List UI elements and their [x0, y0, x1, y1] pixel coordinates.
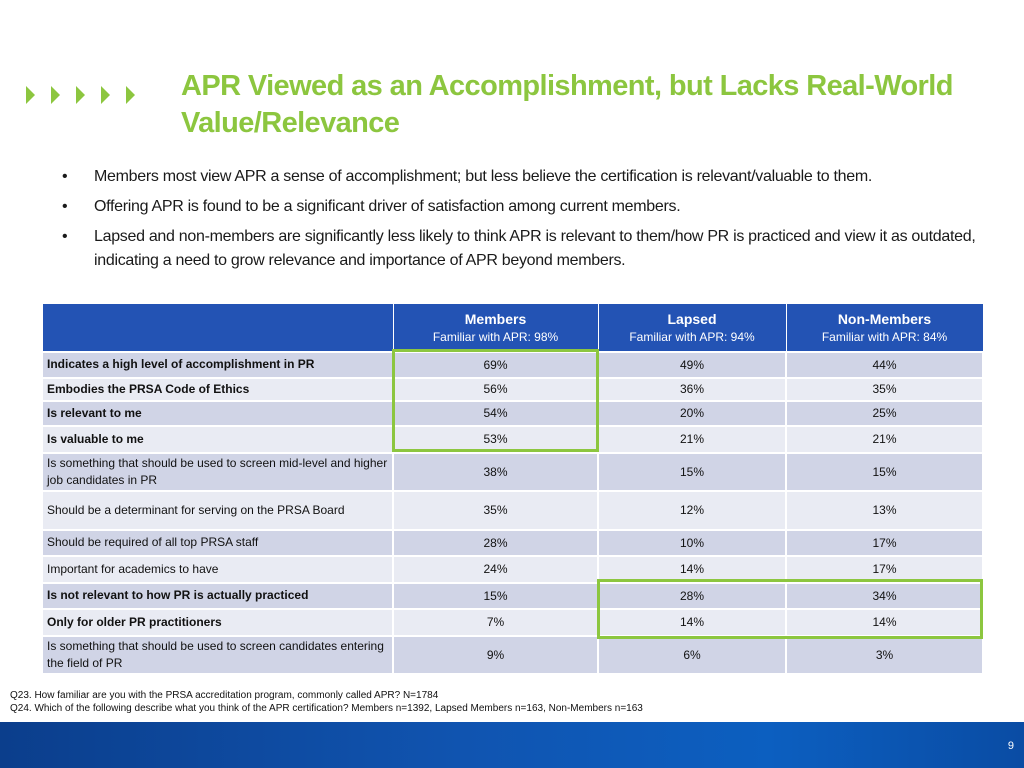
bullet-list: • Members most view APR a sense of accomp…	[62, 165, 982, 279]
row-label: Should be a determinant for serving on t…	[41, 489, 394, 531]
chevron-right-icon	[126, 86, 135, 104]
row-label: Is valuable to me	[41, 424, 394, 454]
header-sub: Familiar with APR: 94%	[629, 329, 755, 344]
cell-value: 21%	[597, 424, 787, 454]
table-row: Indicates a high level of accomplishment…	[41, 350, 984, 379]
cell-value: 28%	[597, 581, 787, 610]
slide-title: APR Viewed as an Accomplishment, but Lac…	[181, 70, 953, 139]
cell-value: 21%	[785, 424, 984, 454]
bullet-item: • Lapsed and non-members are significantl…	[62, 225, 982, 273]
cell-value: 34%	[785, 581, 984, 610]
row-label: Important for academics to have	[41, 554, 394, 584]
cell-value: 54%	[392, 399, 599, 427]
cell-value: 25%	[785, 399, 984, 427]
cell-value: 17%	[785, 554, 984, 584]
cell-value: 14%	[597, 607, 787, 637]
chevron-row	[26, 86, 135, 104]
page-number: 9	[1007, 740, 1014, 752]
table-row: Should be required of all top PRSA staff…	[41, 528, 984, 557]
footnote: Q24. Which of the following describe wha…	[10, 703, 643, 714]
cell-value: 12%	[597, 489, 787, 531]
chevron-right-icon	[51, 86, 60, 104]
cell-value: 20%	[597, 399, 787, 427]
bullet-item: • Members most view APR a sense of accomp…	[62, 165, 982, 189]
table-row: Is not relevant to how PR is actually pr…	[41, 581, 984, 610]
bullet-text: Lapsed and non-members are significantly…	[94, 228, 976, 269]
table-row: Only for older PR practitioners 7% 14% 14%	[41, 607, 984, 637]
table-row: Is relevant to me 54% 20% 25%	[41, 399, 984, 427]
cell-value: 35%	[785, 376, 984, 402]
cell-value: 69%	[392, 350, 599, 379]
cell-value: 6%	[597, 634, 787, 675]
header-sub: Familiar with APR: 84%	[821, 329, 948, 344]
header-members: Members Familiar with APR: 98%	[392, 303, 599, 352]
table-body: Indicates a high level of accomplishment…	[41, 350, 984, 675]
table-row: Embodies the PRSA Code of Ethics 56% 36% 35…	[41, 376, 984, 402]
footnote: Q23. How familiar are you with the PRSA …	[10, 690, 439, 701]
cell-value: 15%	[785, 451, 984, 492]
header-blank	[41, 303, 394, 352]
cell-value: 49%	[597, 350, 787, 379]
cell-value: 14%	[785, 607, 984, 637]
cell-value: 3%	[785, 634, 984, 675]
table-row: Is valuable to me 53% 21% 21%	[41, 424, 984, 454]
cell-value: 53%	[392, 424, 599, 454]
footer-bar: 9	[0, 722, 1024, 768]
cell-value: 24%	[392, 554, 599, 584]
results-table: Members Familiar with APR: 98% Lapsed Fami…	[41, 303, 984, 675]
bullet-icon: •	[62, 168, 68, 185]
chevron-right-icon	[26, 86, 35, 104]
cell-value: 17%	[785, 528, 984, 557]
cell-value: 9%	[392, 634, 599, 675]
bullet-item: • Offering APR is found to be a significa…	[62, 195, 982, 219]
cell-value: 15%	[392, 581, 599, 610]
bullet-icon: •	[62, 198, 68, 215]
bullet-icon: •	[62, 228, 68, 245]
row-label: Is something that should be used to scre…	[41, 634, 394, 675]
chevron-right-icon	[101, 86, 110, 104]
bullet-text: Members most view APR a sense of accompl…	[94, 168, 873, 185]
cell-value: 36%	[597, 376, 787, 402]
row-label: Is something that should be used to scre…	[41, 451, 394, 492]
cell-value: 13%	[785, 489, 984, 531]
row-label: Embodies the PRSA Code of Ethics	[41, 376, 394, 402]
header-lapsed: Lapsed Familiar with APR: 94%	[597, 303, 787, 352]
header-label: Members	[464, 310, 527, 327]
header-sub: Familiar with APR: 98%	[432, 329, 559, 344]
cell-value: 28%	[392, 528, 599, 557]
table-row: Is something that should be used to scre…	[41, 634, 984, 675]
table-row: Important for academics to have 24% 14% 17%	[41, 554, 984, 584]
cell-value: 56%	[392, 376, 599, 402]
cell-value: 35%	[392, 489, 599, 531]
cell-value: 38%	[392, 451, 599, 492]
table-row: Is something that should be used to scre…	[41, 451, 984, 492]
cell-value: 44%	[785, 350, 984, 379]
cell-value: 7%	[392, 607, 599, 637]
table-row: Should be a determinant for serving on t…	[41, 489, 984, 531]
chevron-right-icon	[76, 86, 85, 104]
row-label: Should be required of all top PRSA staff	[41, 528, 394, 557]
table-header-row: Members Familiar with APR: 98% Lapsed Fami…	[41, 303, 984, 352]
footnotes: Q23. How familiar are you with the PRSA …	[10, 689, 643, 715]
header-non-members: Non-Members Familiar with APR: 84%	[785, 303, 984, 352]
cell-value: 14%	[597, 554, 787, 584]
row-label: Indicates a high level of accomplishment…	[41, 350, 394, 379]
bullet-text: Offering APR is found to be a significan…	[94, 198, 681, 215]
row-label: Is not relevant to how PR is actually pr…	[41, 581, 394, 610]
cell-value: 15%	[597, 451, 787, 492]
header-label: Non-Members	[837, 310, 932, 327]
cell-value: 10%	[597, 528, 787, 557]
row-label: Is relevant to me	[41, 399, 394, 427]
header-label: Lapsed	[667, 310, 717, 327]
row-label: Only for older PR practitioners	[41, 607, 394, 637]
